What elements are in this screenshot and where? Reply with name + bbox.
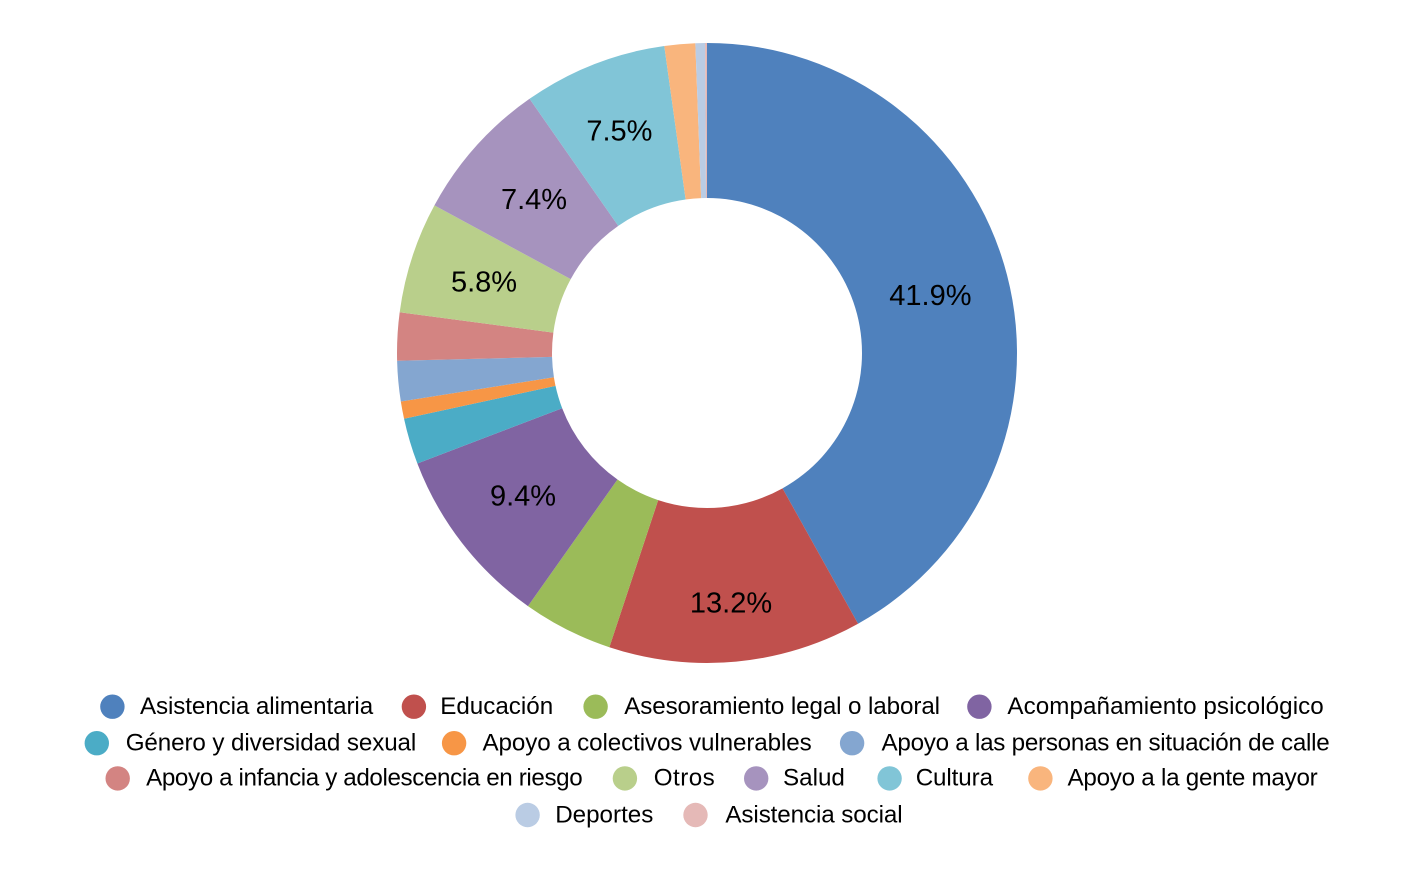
- svg-text:Asistencia alimentaria: Asistencia alimentaria: [140, 693, 374, 720]
- svg-text:Cultura: Cultura: [916, 765, 994, 792]
- svg-text:Otros: Otros: [654, 765, 715, 792]
- svg-text:41.9%: 41.9%: [889, 280, 971, 312]
- svg-text:Género y diversidad sexual: Género y diversidad sexual: [126, 730, 417, 757]
- svg-text:7.4%: 7.4%: [501, 184, 567, 216]
- svg-text:Apoyo a la gente mayor: Apoyo a la gente mayor: [1068, 765, 1318, 792]
- svg-text:Asesoramiento legal o laboral: Asesoramiento legal o laboral: [624, 693, 940, 720]
- svg-text:Apoyo a infancia y adolescenci: Apoyo a infancia y adolescencia en riesg…: [146, 765, 582, 792]
- svg-text:Asistencia social: Asistencia social: [725, 801, 902, 828]
- svg-text:5.8%: 5.8%: [451, 267, 517, 299]
- svg-text:7.5%: 7.5%: [586, 115, 652, 147]
- svg-text:Deportes: Deportes: [555, 801, 653, 828]
- svg-text:13.2%: 13.2%: [690, 588, 772, 620]
- svg-text:Educación: Educación: [440, 693, 553, 720]
- svg-text:Acompañamiento psicológico: Acompañamiento psicológico: [1007, 693, 1323, 720]
- svg-text:9.4%: 9.4%: [490, 481, 556, 513]
- svg-text:Apoyo a colectivos vulnerables: Apoyo a colectivos vulnerables: [483, 730, 812, 757]
- svg-text:Salud: Salud: [783, 765, 845, 792]
- svg-text:Apoyo a las personas en situac: Apoyo a las personas en situación de cal…: [882, 730, 1330, 757]
